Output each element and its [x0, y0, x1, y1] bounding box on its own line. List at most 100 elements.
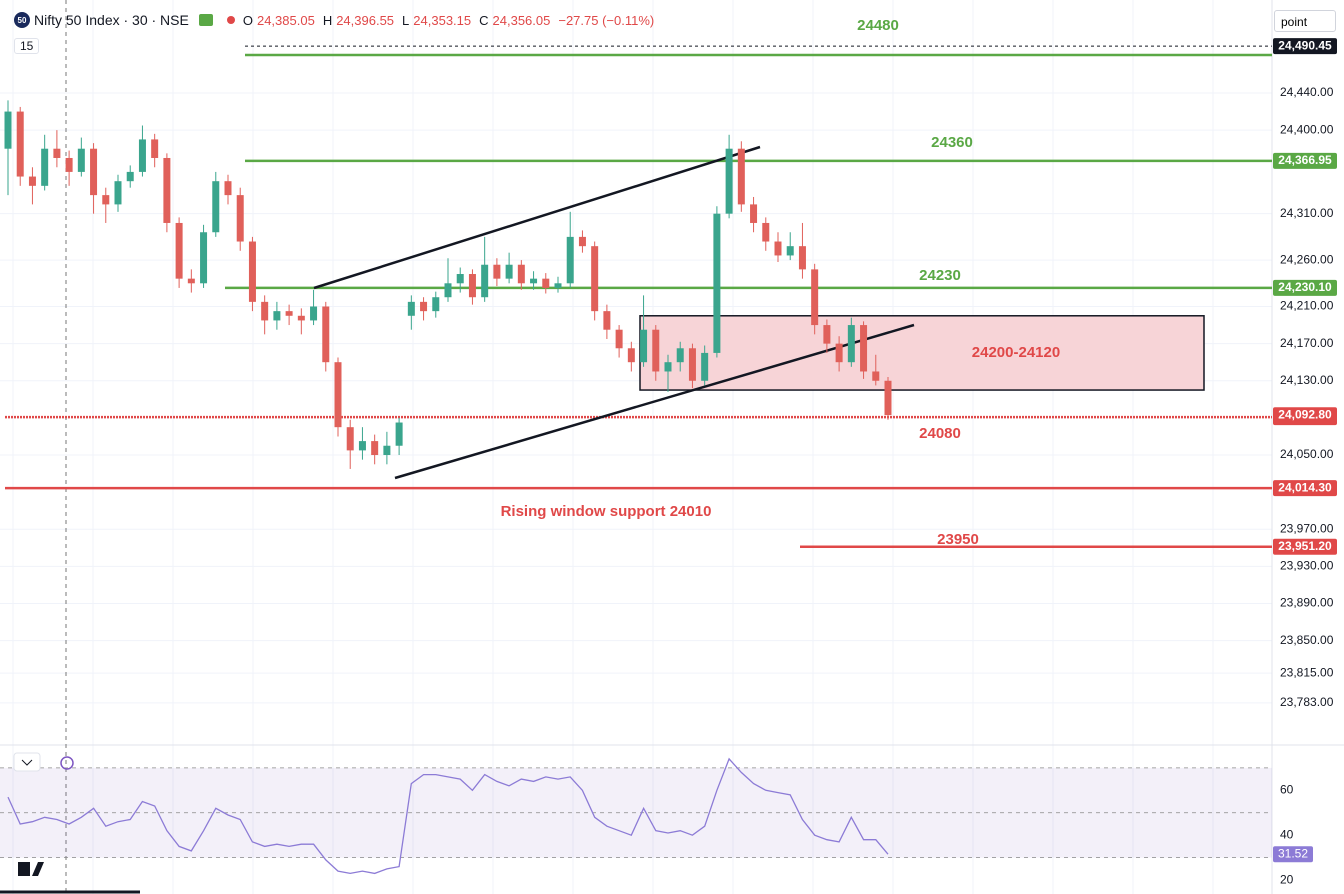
- y-tick-label: 24,130.00: [1280, 373, 1334, 387]
- candle-body: [847, 325, 855, 363]
- candle-body: [53, 148, 61, 158]
- y-tick-label: 24,400.00: [1280, 122, 1334, 136]
- rsi-tick-label: 40: [1280, 827, 1294, 841]
- y-tick-label: 24,440.00: [1280, 85, 1334, 99]
- header: 50 Nifty 50 Index · 30 · NSE O 24,385.05 …: [0, 0, 1272, 54]
- candle-body: [481, 264, 489, 298]
- candle-body: [175, 222, 183, 279]
- rsi-band: [0, 767, 1272, 858]
- candle-body: [236, 195, 244, 242]
- scale-mode[interactable]: point: [1274, 10, 1336, 32]
- candle-body: [872, 371, 880, 381]
- rsi-tick-label: 60: [1280, 783, 1294, 797]
- price-badge-label: 24,230.10: [1278, 280, 1332, 294]
- candle-body: [664, 362, 672, 372]
- symbol[interactable]: Nifty 50 Index · 30 · NSE: [34, 12, 189, 28]
- candle-body: [786, 246, 794, 256]
- candle-body: [517, 264, 525, 284]
- candle-body: [126, 171, 134, 182]
- candle-body: [432, 297, 440, 312]
- chevron: [21, 759, 33, 766]
- candle-body: [395, 422, 403, 446]
- candle-body: [285, 311, 293, 316]
- candle-body: [493, 264, 501, 279]
- candle-body: [187, 278, 195, 284]
- candle-body: [346, 427, 354, 451]
- rsi-badge-label: 31.52: [1278, 846, 1308, 860]
- candle-body: [688, 348, 696, 381]
- price-badge: [1273, 407, 1337, 424]
- candle-body: [884, 380, 892, 416]
- candle-body: [297, 315, 305, 321]
- zone: [639, 315, 1205, 391]
- candle-body: [322, 306, 330, 363]
- trendline: [313, 145, 761, 290]
- symbol-row: 50 Nifty 50 Index · 30 · NSE O 24,385.05 …: [14, 12, 658, 28]
- flag[interactable]: [198, 14, 213, 26]
- y-tick-label: 24,170.00: [1280, 336, 1334, 350]
- candle-body: [383, 445, 391, 456]
- candle-body: [138, 139, 146, 172]
- collapse-button[interactable]: [13, 752, 41, 772]
- pane-icon: [60, 756, 74, 770]
- price-badge-label: 24,014.30: [1278, 480, 1332, 494]
- candle-body: [310, 306, 318, 321]
- tv-logo: [32, 862, 44, 876]
- status: [226, 16, 235, 24]
- candle-body: [627, 348, 635, 363]
- candle-body: [224, 181, 232, 196]
- candle-body: [591, 246, 599, 312]
- candle-body: [835, 343, 843, 363]
- ohlc-value: 24,385.05: [256, 12, 315, 28]
- candle-body: [762, 222, 770, 242]
- candle-body: [468, 274, 476, 298]
- price-badge: [1273, 538, 1337, 555]
- logo: 50: [14, 12, 30, 28]
- level-text: Rising window support 24010: [501, 503, 712, 520]
- candle-body: [750, 204, 758, 223]
- price-badge-label: 24,092.80: [1278, 407, 1332, 421]
- candle-body: [811, 269, 819, 326]
- level-text: 24230: [919, 267, 961, 284]
- ohlc-value: 24,396.55: [336, 12, 395, 28]
- y-tick-label: 24,210.00: [1280, 299, 1334, 313]
- price-badge: [1273, 480, 1337, 497]
- trendline: [394, 323, 915, 480]
- candle-body: [77, 148, 85, 172]
- candle-body: [505, 264, 513, 279]
- price-badge-label: 23,951.20: [1278, 539, 1332, 553]
- price-badge: [1273, 38, 1337, 55]
- price-badge-label: 24,366.95: [1278, 153, 1332, 167]
- rsi-line: [7, 757, 889, 875]
- candle-body: [713, 213, 721, 353]
- y-tick-label: 23,890.00: [1280, 596, 1334, 610]
- candle-body: [114, 181, 122, 205]
- indicator-toggle[interactable]: 15: [14, 38, 40, 54]
- level-text: 24080: [919, 425, 961, 442]
- y-tick-label: 23,970.00: [1280, 521, 1334, 535]
- candle-body: [371, 441, 379, 456]
- candle-body: [248, 241, 256, 302]
- y-tick-label: 24,260.00: [1280, 252, 1334, 266]
- candle-body: [261, 301, 269, 321]
- candle-body: [798, 246, 806, 270]
- y-tick-label: 23,815.00: [1280, 665, 1334, 679]
- candle-body: [823, 325, 831, 344]
- candle-body: [16, 111, 24, 177]
- zone-label: 24200-24120: [972, 344, 1060, 361]
- candle-body: [334, 362, 342, 428]
- candle-body: [530, 278, 538, 284]
- candle-body: [28, 176, 36, 186]
- change: −27.75 (−0.11%): [558, 12, 655, 28]
- candle-body: [554, 283, 562, 288]
- candle-body: [725, 148, 733, 214]
- y-tick-label: 23,783.00: [1280, 695, 1334, 709]
- candle-body: [90, 148, 98, 196]
- candle-body: [603, 311, 611, 330]
- candle-body: [615, 329, 623, 349]
- level-text: 24360: [931, 134, 973, 151]
- candle-body: [640, 329, 648, 363]
- candle-body: [737, 148, 745, 205]
- ohlc-key: O: [242, 12, 253, 28]
